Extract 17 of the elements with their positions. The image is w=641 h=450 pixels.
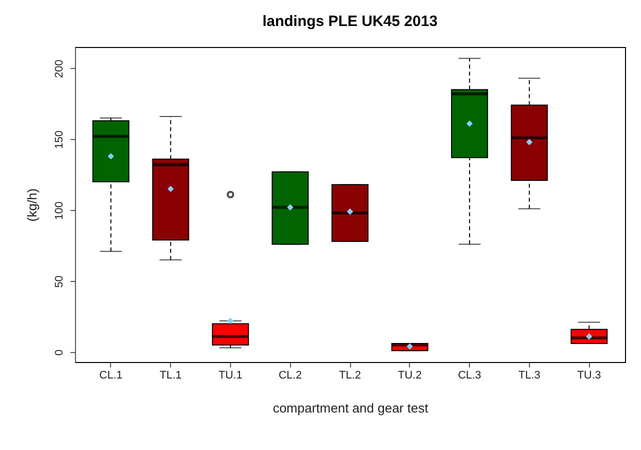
x-tick-label: TU.2 [398, 370, 422, 382]
y-tick-label: 50 [54, 275, 66, 288]
y-axis-title: (kg/h) [24, 188, 40, 222]
y-tick-label: 200 [54, 60, 66, 78]
x-tick-label: CL.1 [99, 370, 122, 382]
x-tick-label: TL.3 [518, 370, 540, 382]
x-axis-title: compartment and gear test [272, 400, 429, 416]
x-tick-label: CL.3 [458, 370, 482, 382]
y-tick-label: 100 [54, 201, 66, 220]
x-tick-label: TU.3 [577, 370, 602, 382]
x-tick-label: TU.1 [218, 370, 242, 382]
y-tick-label: 150 [54, 130, 66, 149]
x-tick-label: TL.1 [160, 370, 182, 382]
x-tick-label: CL.2 [278, 370, 302, 382]
y-tick-label: 0 [54, 350, 66, 356]
chart-title: landings PLE UK45 2013 [262, 13, 438, 30]
x-tick-label: TL.2 [338, 370, 362, 382]
